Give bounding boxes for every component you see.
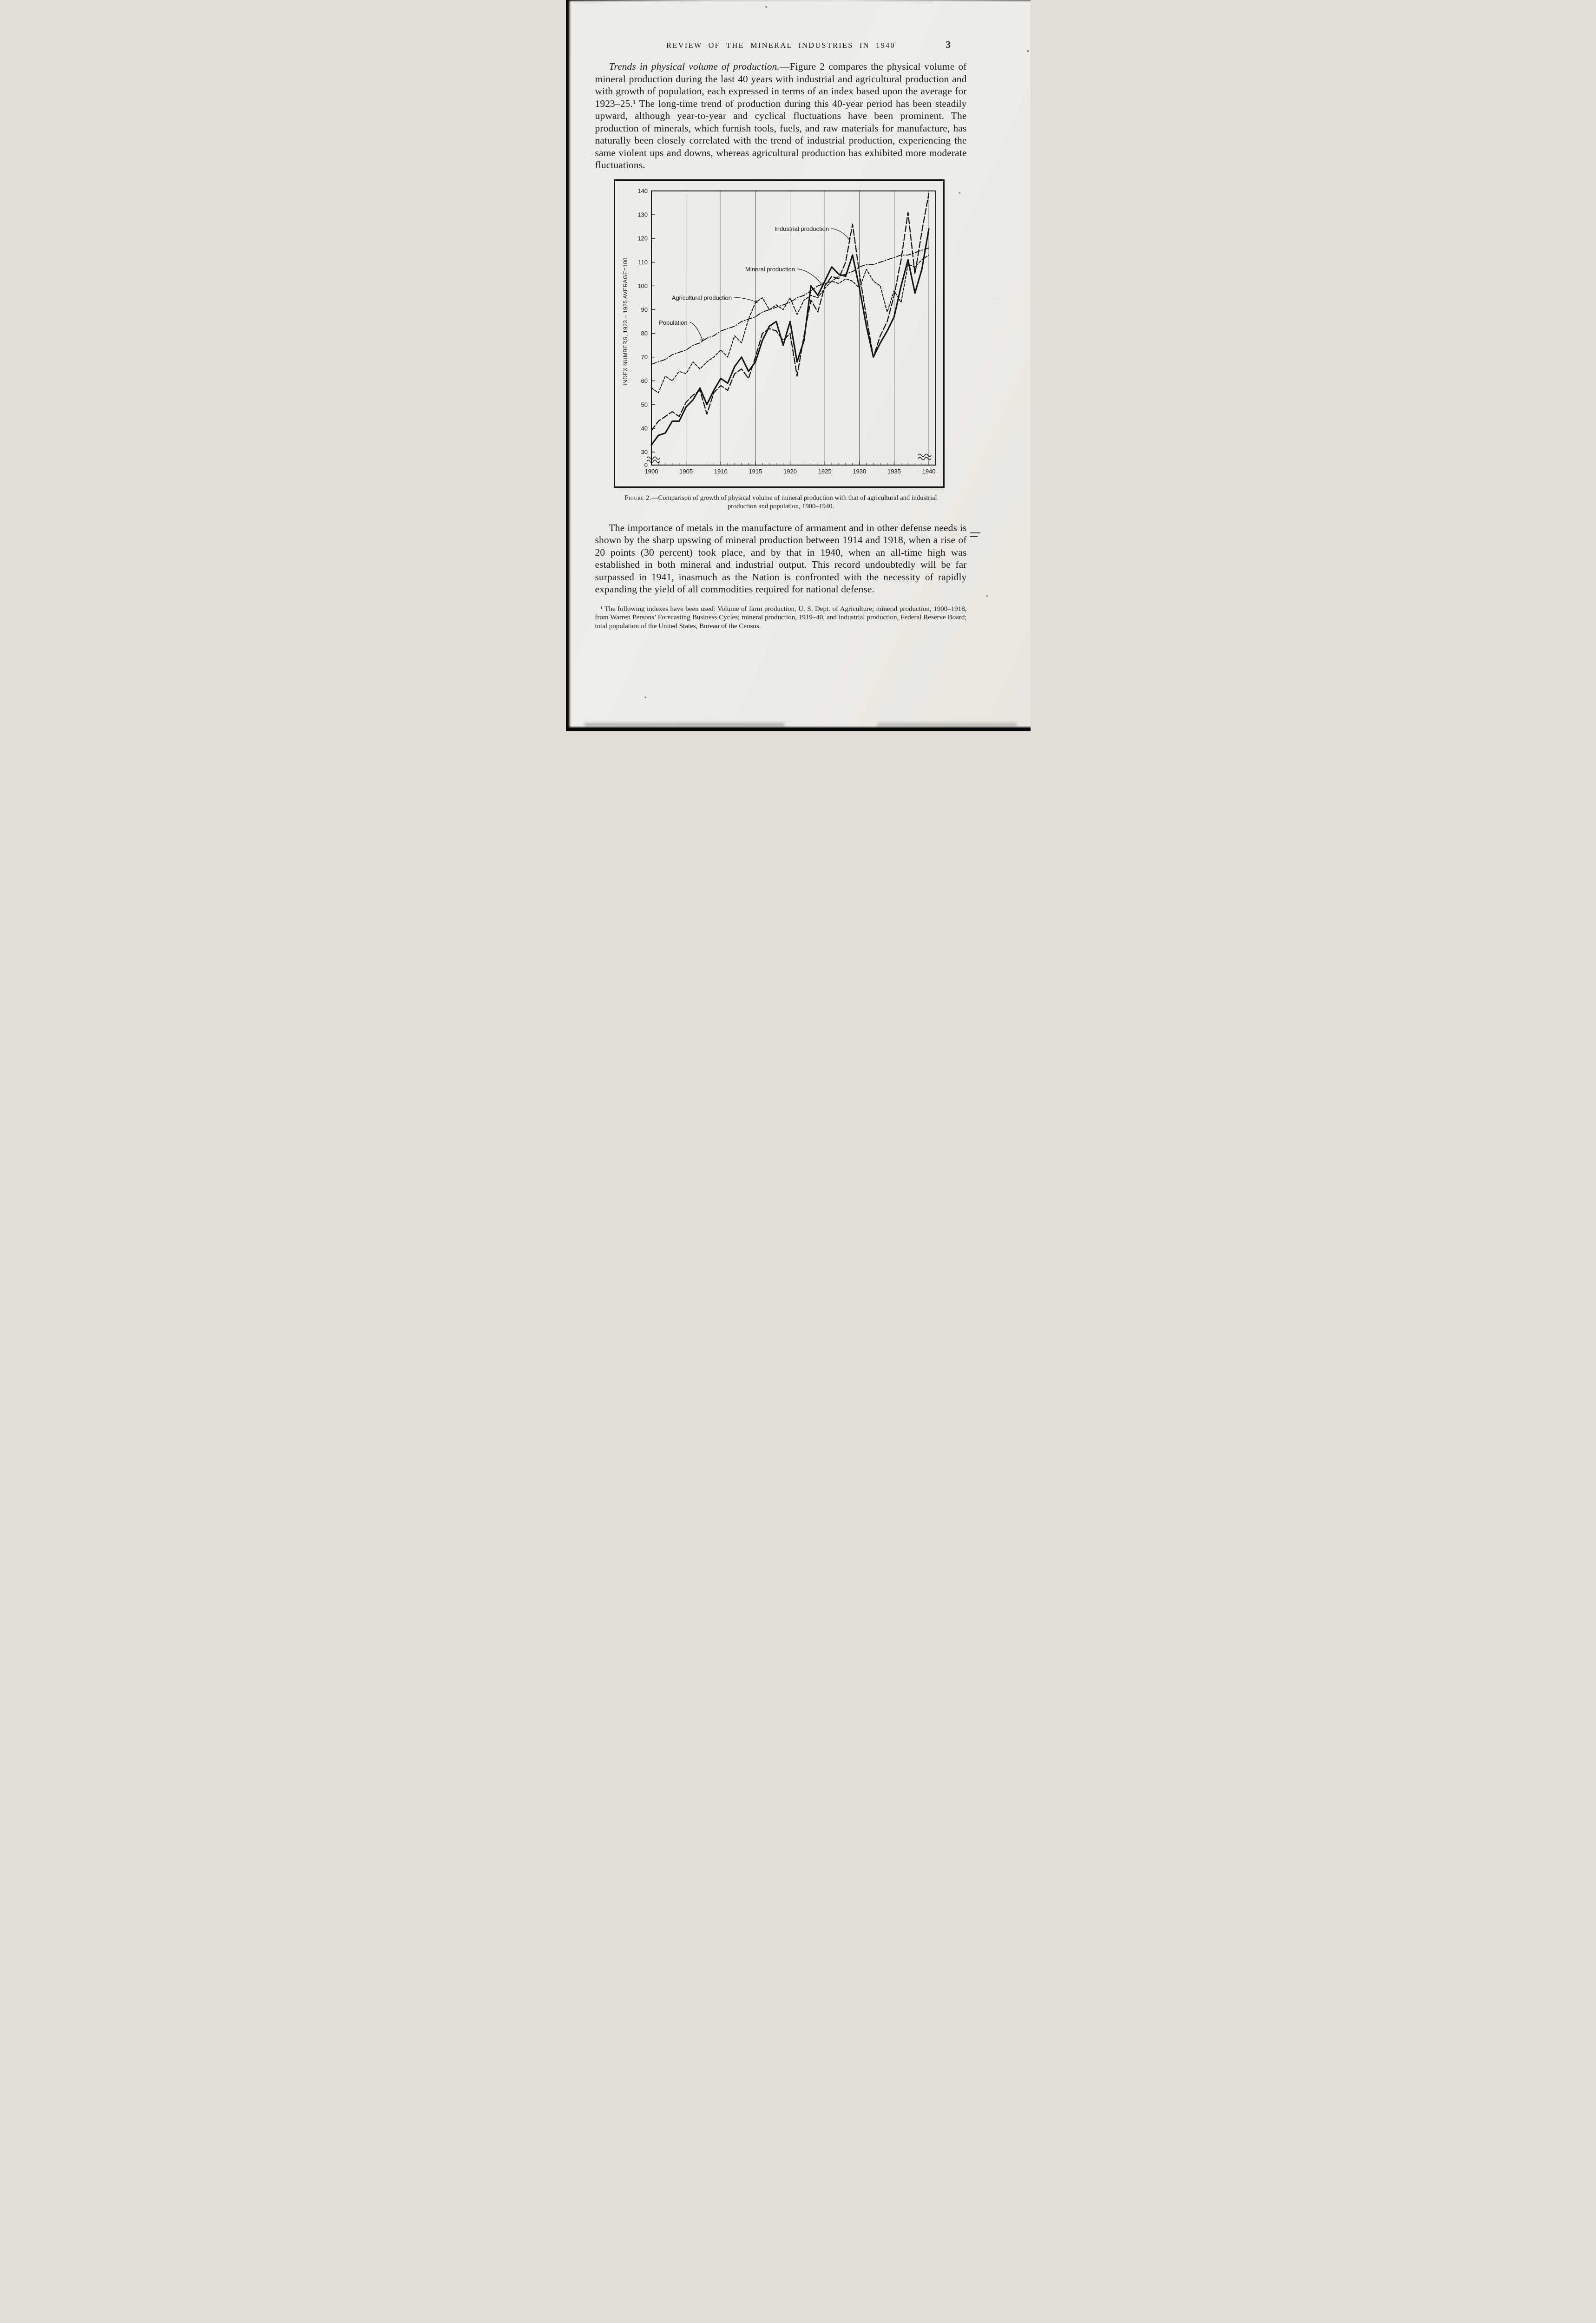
series-population — [650, 247, 929, 365]
svg-text:1900: 1900 — [644, 468, 658, 475]
svg-text:1915: 1915 — [749, 468, 762, 475]
chart-curve-label: Industrial production — [775, 225, 829, 232]
scan-artifact-specks — [566, 0, 567, 1]
svg-text:1920: 1920 — [783, 468, 797, 475]
svg-text:0: 0 — [644, 461, 647, 468]
svg-text:110: 110 — [638, 258, 648, 265]
paragraph-importance: The importance of metals in the manufact… — [595, 522, 967, 595]
running-header: REVIEW OF THE MINERAL INDUSTRIES IN 1940… — [595, 39, 967, 50]
chart-x-axis: 1900 1905 1910 1915 1920 1925 1930 1935 1940 — [644, 461, 936, 475]
chart-curve-label: Agricultural production — [671, 294, 731, 301]
svg-text:40: 40 — [641, 425, 647, 432]
axis-break-squiggle — [646, 456, 660, 459]
running-header-title: REVIEW OF THE MINERAL INDUSTRIES IN 1940 — [666, 41, 895, 50]
figure-2-chart: 0 30 40 50 60 70 80 90 100 110 120 130 140 1900 1905 19… — [613, 179, 945, 488]
axis-break-squiggle — [646, 459, 660, 463]
svg-text:1925: 1925 — [818, 468, 831, 475]
scanned-document-page: REVIEW OF THE MINERAL INDUSTRIES IN 1940… — [565, 0, 1031, 731]
svg-text:1930: 1930 — [853, 468, 866, 475]
axis-break-squiggle — [918, 457, 932, 460]
scan-artifact-bottom-edge — [565, 726, 1031, 731]
scan-artifact-top-edge — [565, 0, 1031, 1]
text-column: REVIEW OF THE MINERAL INDUSTRIES IN 1940… — [595, 39, 967, 630]
svg-text:90: 90 — [641, 306, 647, 313]
figure-2: 0 30 40 50 60 70 80 90 100 110 120 130 140 1900 1905 19… — [613, 179, 945, 488]
axis-break-squiggle — [918, 453, 932, 457]
svg-text:120: 120 — [637, 235, 648, 242]
page-number: 3 — [946, 39, 951, 50]
chart-label-leader — [689, 322, 703, 341]
chart-label-arrowhead — [847, 236, 850, 240]
paragraph-trends-body: —Figure 2 compares the physical volume o… — [595, 61, 967, 171]
svg-text:50: 50 — [641, 401, 647, 408]
svg-text:130: 130 — [637, 211, 648, 218]
chart-curve-label: Population — [659, 319, 687, 326]
scan-artifact-bottom-smear-left — [584, 723, 784, 727]
svg-text:100: 100 — [637, 282, 648, 289]
svg-text:70: 70 — [641, 354, 647, 361]
scan-artifact-bottom-smear-right — [877, 723, 1017, 727]
figure-2-caption: Figure 2.—Comparison of growth of physic… — [617, 494, 945, 511]
paragraph-trends-lead: Trends in physical volume of production. — [609, 61, 780, 72]
chart-label-arrowhead — [754, 300, 758, 303]
svg-text:30: 30 — [641, 448, 647, 455]
chart-label-leader — [734, 296, 758, 303]
svg-text:1935: 1935 — [887, 468, 900, 475]
scan-artifact-left-edge — [565, 0, 571, 731]
chart-label-leader — [797, 268, 823, 286]
figure-2-caption-text: —Comparison of growth of physical volume… — [651, 494, 937, 510]
chart-label-leader — [831, 228, 850, 240]
scan-artifact-margin-dashes — [970, 532, 980, 537]
chart-y-axis-title: INDEX NUMBERS, 1923 – 1925 AVERAGE=100 — [622, 257, 629, 385]
chart-label-arrowhead — [700, 338, 703, 341]
footnote-1: ¹ The following indexes have been used: … — [595, 605, 967, 630]
chart-y-axis: 0 30 40 50 60 70 80 90 100 110 120 130 140 — [637, 187, 655, 468]
series-agricultural-production — [650, 254, 929, 393]
chart-frame — [650, 190, 936, 466]
svg-text:60: 60 — [641, 377, 647, 384]
svg-text:1905: 1905 — [679, 468, 693, 475]
figure-2-caption-label: Figure 2. — [624, 494, 652, 502]
chart-gridlines — [685, 190, 929, 465]
svg-text:80: 80 — [641, 330, 647, 337]
series-mineral-production — [650, 228, 930, 446]
svg-text:1940: 1940 — [922, 468, 935, 475]
paragraph-trends: Trends in physical volume of production.… — [595, 60, 967, 171]
chart-curve-label: Mineral production — [745, 266, 795, 273]
chart-label-arrowhead — [820, 282, 823, 286]
svg-text:1910: 1910 — [714, 468, 727, 475]
svg-text:140: 140 — [637, 187, 648, 194]
